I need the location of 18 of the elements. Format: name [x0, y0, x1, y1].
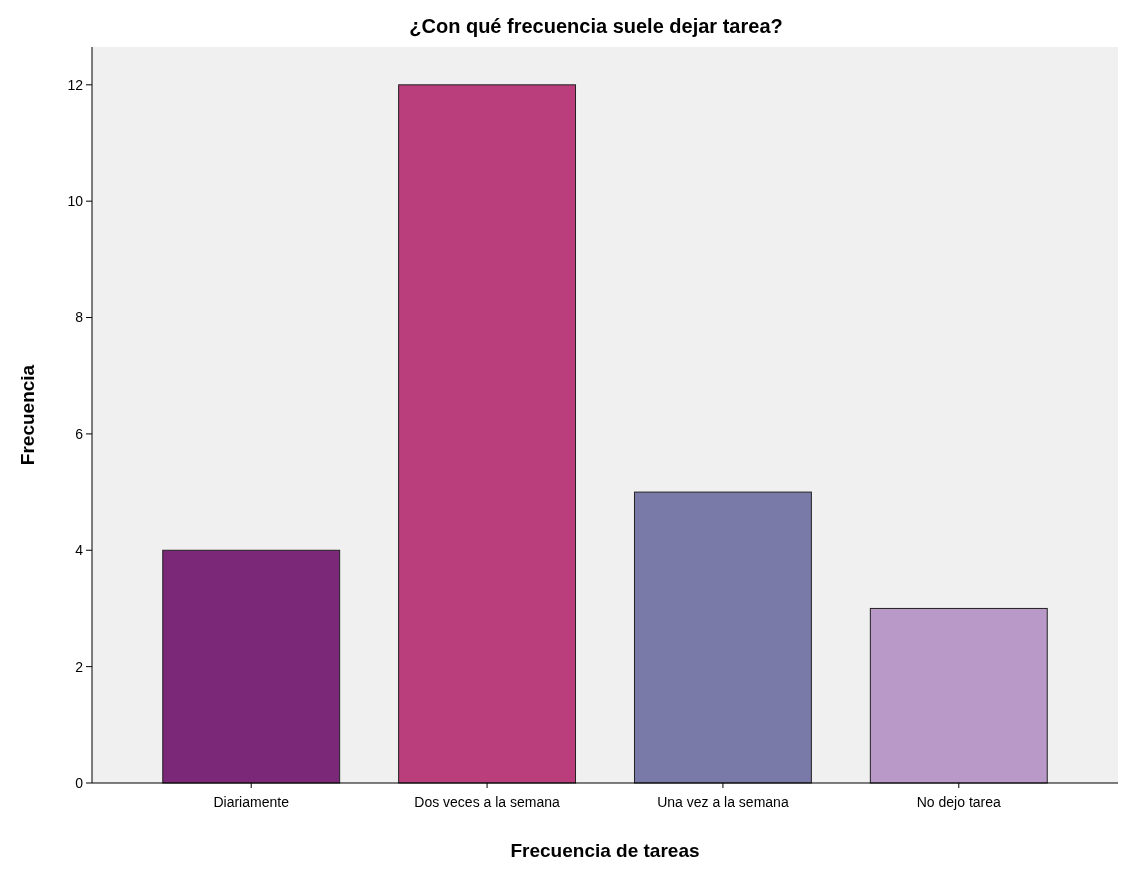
y-tick-label: 2 — [75, 658, 84, 675]
x-axis-title: Frecuencia de tareas — [510, 840, 700, 861]
y-axis-title: Frecuencia — [17, 364, 38, 466]
bar — [398, 84, 577, 784]
y-tick-label: 12 — [67, 76, 84, 93]
y-tick-label: 6 — [75, 425, 84, 442]
y-tick-label: 10 — [67, 193, 84, 210]
x-tick-label: Dos veces a la semana — [414, 794, 561, 810]
bar — [869, 607, 1048, 784]
bar — [633, 491, 812, 784]
chart-title: ¿Con qué frecuencia suele dejar tarea? — [409, 15, 783, 37]
x-tick-label: Diariamente — [213, 794, 290, 810]
x-tick-label: No dejo tarea — [916, 794, 1002, 810]
x-tick-label: Una vez a la semana — [657, 794, 789, 810]
y-tick-label: 0 — [75, 774, 84, 791]
bar — [162, 549, 341, 784]
y-tick-label: 8 — [75, 309, 84, 326]
y-tick-label: 4 — [75, 542, 84, 559]
